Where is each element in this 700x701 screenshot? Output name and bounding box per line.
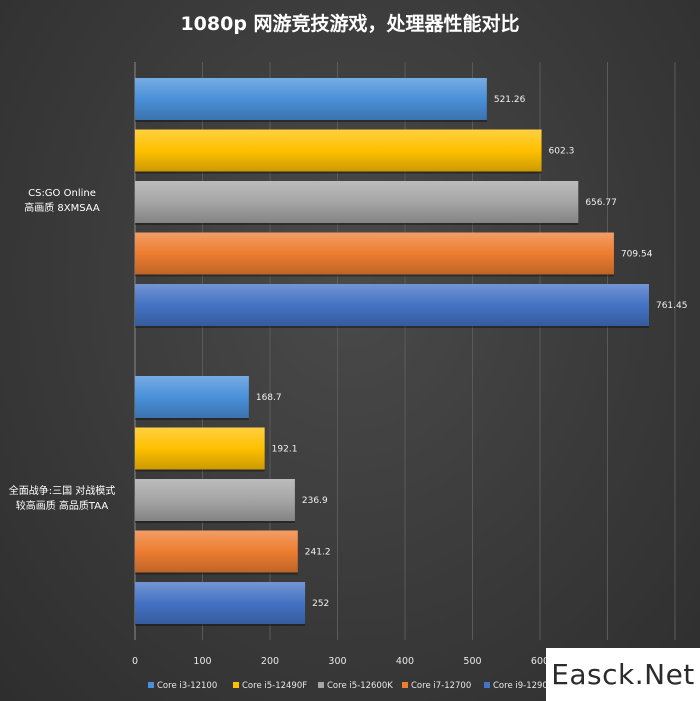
x-tick-label: 300 [328, 656, 346, 667]
bar [135, 479, 295, 521]
bar [135, 530, 298, 573]
bars: 521.26 602.3 656.77 709.54 761.45 168.7 192.1 2… [135, 78, 687, 626]
category-label: 高画质 8XMSAA [24, 201, 100, 214]
legend-swatch [148, 682, 154, 688]
bar-value-label: 761.45 [656, 301, 688, 311]
bar [135, 181, 579, 223]
bar [135, 232, 614, 275]
bar-value-label: 709.54 [621, 250, 653, 260]
bar [135, 582, 306, 624]
legend-swatch [402, 682, 408, 688]
bar-value-label: 192.1 [272, 445, 298, 455]
legend: Core i3-12100 Core i5-12490F Core i5-12600… [148, 681, 559, 691]
chart-title: 1080p 网游竞技游戏，处理器性能对比 [180, 12, 519, 35]
bar [135, 129, 542, 172]
x-tick-label: 200 [261, 656, 279, 667]
category-label: 较高画质 高品质TAA [16, 499, 109, 512]
legend-label: Core i9-12900K [493, 681, 559, 691]
x-tick-label: 100 [193, 656, 211, 667]
legend-label: Core i3-12100 [157, 681, 217, 691]
bar-value-label: 252 [312, 599, 329, 609]
x-tick-label: 600 [531, 656, 549, 667]
bar [135, 376, 249, 418]
category-label: CS:GO Online [28, 188, 96, 199]
bar-value-label: 521.26 [494, 95, 526, 105]
bar-value-label: 168.7 [256, 393, 282, 403]
x-tick-label: 400 [396, 656, 414, 667]
x-tick-label: 0 [132, 656, 138, 667]
legend-label: Core i5-12600K [327, 681, 393, 691]
x-tick-label: 500 [463, 656, 481, 667]
bar-value-label: 602.3 [549, 147, 575, 157]
bar [135, 284, 649, 326]
bar-value-label: 241.2 [305, 548, 331, 558]
bar-value-label: 236.9 [302, 496, 328, 506]
legend-swatch [318, 682, 324, 688]
legend-swatch [233, 682, 239, 688]
watermark: Easck.Net [546, 648, 700, 701]
legend-label: Core i7-12700 [411, 681, 471, 691]
bar [135, 427, 265, 470]
bar [135, 78, 487, 120]
legend-swatch [484, 682, 490, 688]
legend-label: Core i5-12490F [242, 681, 307, 691]
category-label: 全面战争:三国 对战模式 [9, 484, 116, 497]
bar-value-label: 656.77 [585, 198, 617, 208]
